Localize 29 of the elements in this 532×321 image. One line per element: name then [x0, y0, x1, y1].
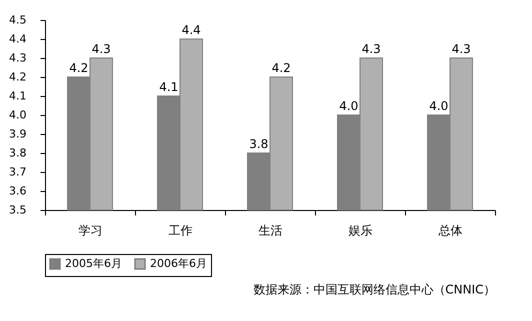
- y-tick-label: 3.9: [9, 128, 26, 140]
- data-label: 4.2: [69, 61, 88, 75]
- data-label: 4.3: [362, 42, 381, 56]
- data-label: 3.8: [249, 137, 268, 151]
- data-label: 4.4: [182, 23, 201, 37]
- data-label: 4.1: [159, 80, 178, 94]
- data-label: 4.2: [272, 61, 291, 75]
- data-label: 4.0: [339, 99, 358, 113]
- data-label: 4.0: [429, 99, 448, 113]
- y-tick-label: 3.8: [9, 146, 26, 160]
- legend-label: 2005年6月: [65, 257, 122, 270]
- y-tick-label: 4.0: [9, 108, 26, 122]
- data-label: 4.3: [92, 42, 111, 56]
- x-tick-label: 学习: [78, 224, 102, 238]
- y-tick-label: 4.4: [9, 32, 26, 46]
- y-tick-label: 3.5: [9, 204, 26, 216]
- source-note: 数据来源：中国互联网络信息中心（CNNIC）: [253, 282, 496, 296]
- x-tick-label: 生活: [258, 224, 282, 238]
- x-tick-label: 工作: [168, 224, 192, 238]
- x-tick-label: 总体: [438, 224, 462, 238]
- y-tick-label: 3.7: [9, 166, 26, 178]
- y-tick-label: 3.6: [9, 184, 26, 198]
- y-tick-label: 4.3: [9, 52, 26, 64]
- data-label: 4.3: [452, 42, 471, 56]
- y-tick-label: 4.1: [9, 90, 26, 102]
- legend-label: 2006年6月: [150, 257, 207, 270]
- y-tick-label: 4.5: [9, 14, 26, 26]
- x-tick-label: 娱乐: [348, 224, 372, 238]
- y-tick-label: 4.2: [9, 70, 26, 84]
